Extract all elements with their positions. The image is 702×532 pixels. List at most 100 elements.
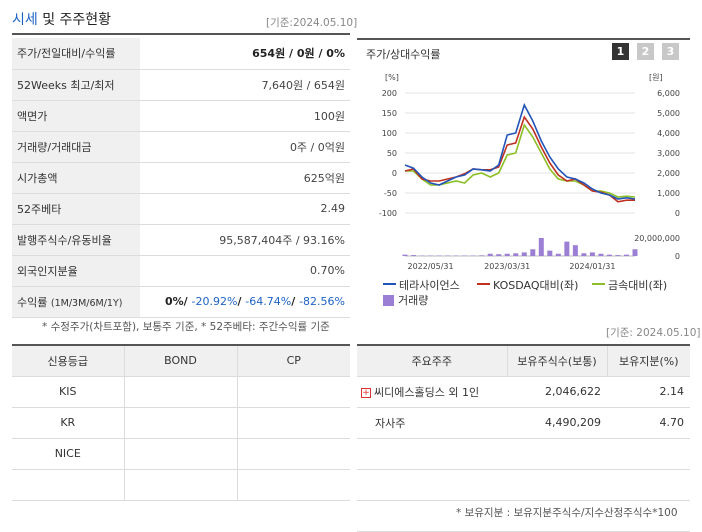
x-tick-label: 2024/01/31 bbox=[569, 262, 615, 271]
row-value: 0주 / 0억원 bbox=[140, 131, 350, 162]
volume-bar bbox=[547, 251, 552, 256]
cp-cell bbox=[237, 469, 350, 500]
bond-cell bbox=[124, 376, 237, 407]
agency-cell: KR bbox=[12, 407, 124, 438]
legend-label: 거래량 bbox=[398, 294, 428, 307]
bond-cell bbox=[124, 469, 237, 500]
chart-page-2-button[interactable]: 2 bbox=[637, 43, 654, 60]
cp-cell bbox=[237, 407, 350, 438]
series-line bbox=[405, 105, 635, 199]
row-label: 시가총액 bbox=[12, 162, 140, 193]
agency-cell: NICE bbox=[12, 438, 124, 469]
holder-pct bbox=[607, 469, 690, 500]
bond-cell bbox=[124, 407, 237, 438]
table-header-row: 신용등급 BOND CP bbox=[12, 345, 350, 376]
price-rest: 원 / 0원 / 0% bbox=[275, 47, 345, 60]
left-tick-label: 200 bbox=[382, 89, 397, 98]
row-value: 2.49 bbox=[140, 193, 350, 224]
left-tick-label: 150 bbox=[382, 109, 397, 118]
table-row: KR bbox=[12, 407, 350, 438]
legend-swatch bbox=[383, 295, 394, 306]
cp-cell bbox=[237, 376, 350, 407]
table-row bbox=[357, 438, 690, 469]
right-tick-label: 6,000 bbox=[657, 89, 680, 98]
row-label: 수익률 (1M/3M/6M/1Y) bbox=[12, 286, 140, 317]
holder-shares bbox=[507, 438, 607, 469]
volume-bar bbox=[530, 249, 535, 256]
holder-name: 씨디에스홀딩스 외 1인 bbox=[374, 386, 479, 399]
volume-bar bbox=[581, 253, 586, 256]
volume-bar bbox=[496, 254, 501, 256]
col-header: 신용등급 bbox=[12, 345, 124, 376]
col-header: BOND bbox=[124, 345, 237, 376]
series-line bbox=[405, 125, 635, 197]
table-row bbox=[12, 469, 350, 500]
right-tick-label: 5,000 bbox=[657, 109, 680, 118]
table-row: KIS bbox=[12, 376, 350, 407]
legend-item-metal: 금속대비(좌) bbox=[592, 277, 667, 293]
table-row: 수익률 (1M/3M/6M/1Y) 0%/ -20.92%/ -64.74%/ … bbox=[12, 286, 350, 317]
chart-title: 주가/상대수익률 bbox=[366, 46, 441, 62]
agency-cell: KIS bbox=[12, 376, 124, 407]
price-value: 654 bbox=[252, 47, 275, 60]
returns-label-small: (1M/3M/6M/1Y) bbox=[51, 298, 123, 309]
row-value: 654원 / 0원 / 0% bbox=[140, 38, 350, 69]
agency-cell bbox=[12, 469, 124, 500]
volume-bar bbox=[488, 254, 493, 256]
left-tick-label: 100 bbox=[382, 129, 397, 138]
volume-tick-label: 20,000,000 bbox=[634, 234, 680, 243]
row-value: 7,640원 / 654원 bbox=[140, 69, 350, 100]
volume-bar bbox=[539, 238, 544, 256]
volume-bar bbox=[505, 254, 510, 256]
volume-bar bbox=[479, 255, 484, 256]
volume-bar bbox=[607, 255, 612, 256]
volume-bar bbox=[573, 245, 578, 256]
right-tick-label: 3,000 bbox=[657, 149, 680, 158]
footnote-holders: * 보유지분 : 보유지분주식수/지수산정주식수*100 bbox=[456, 505, 678, 520]
holder-shares: 4,490,209 bbox=[507, 407, 607, 438]
volume-bar bbox=[633, 249, 638, 256]
row-label: 외국인지분율 bbox=[12, 255, 140, 286]
table-row: +씨디에스홀딩스 외 1인 2,046,622 2.14 bbox=[357, 376, 690, 407]
col-header: 보유지분(%) bbox=[607, 345, 690, 376]
return-3m: -20.92% bbox=[192, 295, 238, 308]
volume-bar bbox=[522, 252, 527, 256]
left-tick-label: 50 bbox=[387, 149, 397, 158]
holder-name: 자사주 bbox=[357, 407, 507, 438]
legend-label: 테라사이언스 bbox=[399, 279, 460, 292]
right-axis-unit: [원] bbox=[649, 73, 663, 82]
row-label: 주가/전일대비/수익률 bbox=[12, 38, 140, 69]
chart-page-1-button[interactable]: 1 bbox=[612, 43, 629, 60]
legend-item-terascience: 테라사이언스 bbox=[383, 277, 460, 293]
holder-name bbox=[357, 438, 507, 469]
left-tick-label: -100 bbox=[379, 209, 397, 218]
legend-item-volume: 거래량 bbox=[383, 292, 428, 308]
legend-swatch bbox=[592, 283, 605, 285]
volume-bar bbox=[411, 255, 416, 256]
asof-date: [기준:2024.05.10] bbox=[266, 15, 357, 30]
right-tick-label: 1,000 bbox=[657, 189, 680, 198]
credit-table: 신용등급 BOND CP KIS KR NICE bbox=[12, 344, 350, 501]
legend-label: KOSDAQ대비(좌) bbox=[493, 279, 578, 292]
row-value: 95,587,404주 / 93.16% bbox=[140, 224, 350, 255]
volume-bar bbox=[624, 255, 629, 256]
row-label: 액면가 bbox=[12, 100, 140, 131]
section-title-rest: 및 주주현황 bbox=[38, 12, 111, 28]
table-row: NICE bbox=[12, 438, 350, 469]
row-value: 0.70% bbox=[140, 255, 350, 286]
col-header: 보유주식수(보통) bbox=[507, 345, 607, 376]
right-tick-label: 2,000 bbox=[657, 169, 680, 178]
section-title: 시세 및 주주현황 bbox=[12, 9, 111, 29]
return-6m: -64.74% bbox=[245, 295, 291, 308]
left-tick-label: 0 bbox=[392, 169, 397, 178]
right-tick-label: 0 bbox=[675, 209, 680, 218]
chart-page-3-button[interactable]: 3 bbox=[662, 43, 679, 60]
col-header: CP bbox=[237, 345, 350, 376]
legend-label: 금속대비(좌) bbox=[608, 279, 667, 292]
expand-plus-icon[interactable]: + bbox=[361, 388, 371, 398]
x-tick-label: 2022/05/31 bbox=[408, 262, 454, 271]
col-header: 주요주주 bbox=[357, 345, 507, 376]
volume-bar bbox=[556, 254, 561, 256]
